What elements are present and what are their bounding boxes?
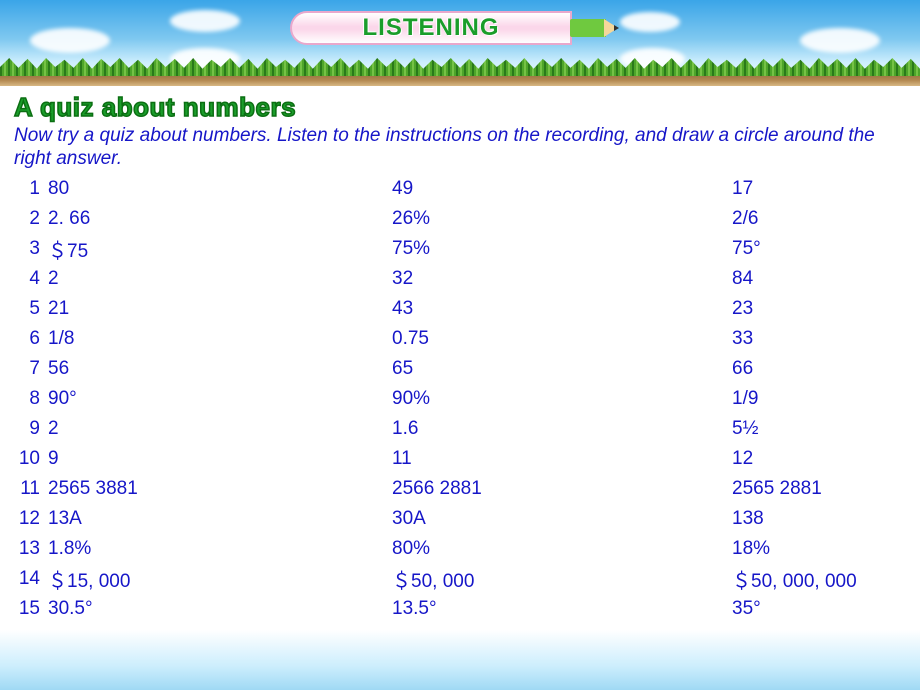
quiz-row: 5214323 <box>12 294 908 324</box>
option-b: 80% <box>392 538 732 560</box>
option-a: 80 <box>48 178 392 200</box>
option-b: 30A <box>392 508 732 530</box>
instructions-text: Now try a quiz about numbers. Listen to … <box>14 124 894 170</box>
option-a: ＄75 <box>48 236 392 263</box>
cloud-icon <box>30 28 110 53</box>
option-b: 0.75 <box>392 328 732 350</box>
option-b: 1.6 <box>392 418 732 440</box>
row-number: 8 <box>12 388 48 410</box>
option-c: 17 <box>732 178 908 200</box>
option-c: 5½ <box>732 418 908 440</box>
option-b: 75% <box>392 238 732 260</box>
option-c: 84 <box>732 268 908 290</box>
cloud-icon <box>800 28 880 53</box>
option-a: 1/8 <box>48 328 392 350</box>
option-b: 11 <box>392 448 732 470</box>
option-a: 9 <box>48 448 392 470</box>
row-number: 2 <box>12 208 48 230</box>
option-a: 13A <box>48 508 392 530</box>
option-c: ＄50, 000, 000 <box>732 566 908 593</box>
option-b: 32 <box>392 268 732 290</box>
quiz-row: 1530.5°13.5°35° <box>12 594 908 624</box>
option-a: 2 <box>48 268 392 290</box>
quiz-row: 1804917 <box>12 174 908 204</box>
quiz-row: 14＄15, 000＄50, 000＄50, 000, 000 <box>12 564 908 594</box>
quiz-row: 3＄7575%75° <box>12 234 908 264</box>
row-number: 6 <box>12 328 48 350</box>
option-c: 35° <box>732 598 908 620</box>
option-c: 75° <box>732 238 908 260</box>
option-a: 2 <box>48 418 392 440</box>
row-number: 9 <box>12 418 48 440</box>
option-a: 1.8% <box>48 538 392 560</box>
quiz-row: 61/80.7533 <box>12 324 908 354</box>
option-c: 18% <box>732 538 908 560</box>
option-c: 1/9 <box>732 388 908 410</box>
row-number: 4 <box>12 268 48 290</box>
row-number: 13 <box>12 538 48 560</box>
quiz-row: 1091112 <box>12 444 908 474</box>
option-b: 49 <box>392 178 732 200</box>
option-c: 138 <box>732 508 908 530</box>
option-c: 2565 2881 <box>732 478 908 500</box>
row-number: 14 <box>12 568 48 590</box>
grass-divider <box>0 58 920 94</box>
option-c: 33 <box>732 328 908 350</box>
option-c: 23 <box>732 298 908 320</box>
quiz-row: 423284 <box>12 264 908 294</box>
option-b: 26% <box>392 208 732 230</box>
option-a: 2565 3881 <box>48 478 392 500</box>
pencil-icon <box>570 13 630 43</box>
option-b: ＄50, 000 <box>392 566 732 593</box>
row-number: 15 <box>12 598 48 620</box>
quiz-row: 22. 6626%2/6 <box>12 204 908 234</box>
page-title: A quiz about numbers <box>14 92 296 123</box>
row-number: 1 <box>12 178 48 200</box>
cloud-icon <box>170 10 240 32</box>
option-c: 12 <box>732 448 908 470</box>
page: LISTENING A quiz about numbers Now try a… <box>0 0 920 690</box>
row-number: 7 <box>12 358 48 380</box>
quiz-table: 180491722. 6626%2/63＄7575%75°42328452143… <box>12 174 908 624</box>
option-a: 30.5° <box>48 598 392 620</box>
option-a: 2. 66 <box>48 208 392 230</box>
quiz-row: 112565 38812566 28812565 2881 <box>12 474 908 504</box>
option-b: 13.5° <box>392 598 732 620</box>
row-number: 5 <box>12 298 48 320</box>
row-number: 12 <box>12 508 48 530</box>
quiz-row: 7566566 <box>12 354 908 384</box>
quiz-row: 890°90%1/9 <box>12 384 908 414</box>
option-b: 65 <box>392 358 732 380</box>
row-number: 10 <box>12 448 48 470</box>
option-a: ＄15, 000 <box>48 566 392 593</box>
quiz-row: 921.65½ <box>12 414 908 444</box>
option-b: 2566 2881 <box>392 478 732 500</box>
footer-gradient <box>0 630 920 690</box>
option-b: 43 <box>392 298 732 320</box>
option-b: 90% <box>392 388 732 410</box>
listening-label: LISTENING <box>290 11 572 45</box>
listening-banner: LISTENING <box>290 8 630 48</box>
option-a: 21 <box>48 298 392 320</box>
row-number: 11 <box>12 478 48 500</box>
option-a: 56 <box>48 358 392 380</box>
option-a: 90° <box>48 388 392 410</box>
row-number: 3 <box>12 238 48 260</box>
option-c: 66 <box>732 358 908 380</box>
option-c: 2/6 <box>732 208 908 230</box>
quiz-row: 1213A30A138 <box>12 504 908 534</box>
quiz-row: 131.8%80%18% <box>12 534 908 564</box>
